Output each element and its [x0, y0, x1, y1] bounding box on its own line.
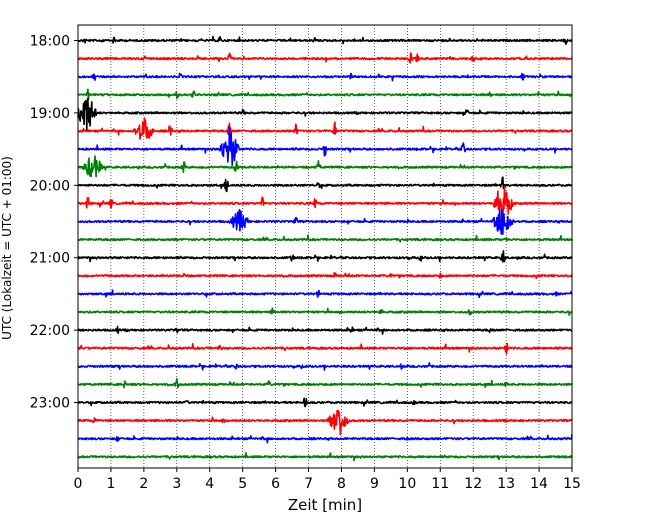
trace-2345 [77, 452, 573, 462]
x-tick-label: 4 [205, 476, 214, 492]
trace-2230 [77, 362, 573, 371]
trace-1900 [77, 97, 573, 131]
trace-2015 [77, 185, 573, 226]
x-tick-label: 8 [337, 476, 346, 492]
plot-frame [77, 24, 573, 469]
x-tick-label: 9 [370, 476, 379, 492]
trace-1800 [77, 35, 573, 46]
x-tick-label: 3 [172, 476, 181, 492]
trace-2115 [77, 272, 573, 280]
x-tick-label: 6 [271, 476, 280, 492]
y-tick-label: 21:00 [30, 251, 70, 267]
x-tick-label: 15 [563, 476, 581, 492]
x-tick-label: 14 [530, 476, 548, 492]
trace-2215 [77, 342, 573, 355]
trace-2000 [77, 176, 573, 193]
trace-2145 [77, 307, 573, 316]
trace-1945 [77, 155, 573, 178]
y-tick-label: 23:00 [30, 396, 70, 412]
trace-2030 [77, 209, 573, 235]
trace-2315 [77, 409, 573, 436]
seismogram-traces [77, 35, 573, 462]
trace-2330 [77, 434, 573, 444]
x-axis-label: Zeit [min] [288, 496, 362, 514]
trace-2045 [77, 234, 573, 243]
y-tick-label: 20:00 [30, 178, 70, 194]
y-tick-label: 19:00 [30, 106, 70, 122]
trace-1915 [77, 117, 573, 140]
x-tick-label: 10 [398, 476, 416, 492]
grid-lines [110, 25, 540, 468]
trace-2130 [77, 289, 573, 299]
trace-1930 [77, 126, 573, 166]
x-tick-label: 13 [497, 476, 515, 492]
trace-2245 [77, 377, 573, 389]
trace-2100 [77, 250, 573, 263]
trace-1830 [77, 72, 573, 82]
trace-2200 [77, 325, 573, 335]
x-tick-label: 7 [304, 476, 313, 492]
y-tick-label: 22:00 [30, 323, 70, 339]
x-tick-label: 12 [464, 476, 482, 492]
x-tick-label: 5 [238, 476, 247, 492]
axis-ticks: 0 1 2 3 4 5 6 7 8 9 10 11 12 13 14 1518:0019:0020:0021:… [30, 34, 581, 493]
y-axis-label: UTC (Lokalzeit = UTC + 01:00) [0, 156, 14, 340]
y-tick-label: 18:00 [30, 34, 70, 50]
trace-1815 [77, 52, 573, 64]
x-tick-label: 0 [74, 476, 83, 492]
trace-2300 [77, 397, 573, 408]
x-tick-label: 2 [139, 476, 148, 492]
x-tick-label: 1 [106, 476, 115, 492]
trace-1845 [77, 88, 573, 101]
x-tick-label: 11 [431, 476, 449, 492]
